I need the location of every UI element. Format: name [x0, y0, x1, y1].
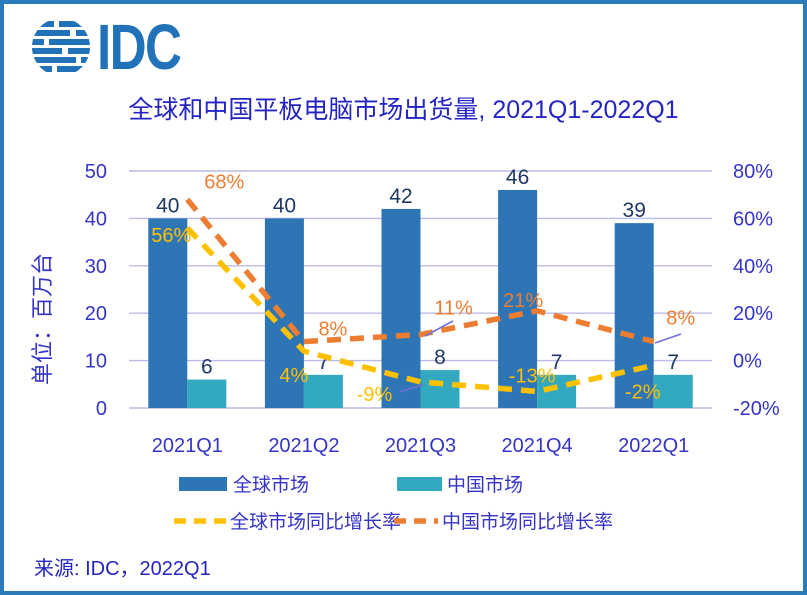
source-note: 来源: IDC，2022Q1: [34, 558, 211, 580]
bar-value-label: 40: [273, 194, 296, 217]
x-axis-label: 2021Q2: [268, 435, 339, 457]
legend-label-global-growth: 全球市场同比增长率: [230, 511, 401, 533]
x-axis-label: 2021Q1: [152, 435, 223, 457]
growth-value-label: 21%: [503, 290, 543, 312]
bar-value-label: 6: [201, 356, 213, 379]
left-axis-tick: 20: [85, 303, 107, 325]
global-market-bar: [148, 218, 188, 408]
bar-value-label: 7: [667, 351, 679, 374]
china-market-bar: [420, 370, 460, 408]
growth-value-label: -13%: [509, 365, 556, 387]
left-axis-tick: 50: [85, 161, 107, 183]
x-axis-label: 2022Q1: [618, 435, 689, 457]
china-market-bar: [187, 379, 227, 408]
legend-swatch-global: [179, 477, 227, 491]
label-leader-line: [424, 320, 454, 337]
left-axis-title: 单位：百万台: [30, 253, 55, 385]
bar-value-label: 39: [623, 199, 646, 222]
global-market-bar: [498, 189, 538, 408]
china-market-bar: [653, 374, 693, 408]
growth-value-label: -2%: [625, 381, 661, 403]
bar-value-label: 7: [551, 351, 563, 374]
idc-logo-text: IDC: [97, 11, 182, 83]
right-axis-tick: 0%: [733, 351, 762, 373]
left-axis-tick: 0: [96, 398, 107, 420]
bar-value-label: 7: [318, 351, 330, 374]
right-axis-tick: 60%: [733, 208, 773, 230]
x-axis-label: 2021Q3: [385, 435, 456, 457]
bar-value-label: 42: [389, 185, 412, 208]
growth-value-label: 4%: [279, 365, 308, 387]
global-growth-line: [185, 225, 655, 395]
china-market-bar: [303, 374, 343, 408]
global-market-bar: [614, 223, 654, 408]
shipment-growth-chart: 0 10 20 30 40 50 -20% 0% 20% 40% 60% 80% 单位：百万台 40 40 4…: [30, 161, 780, 533]
right-axis-tick: 40%: [733, 256, 773, 278]
right-axis-tick: 20%: [733, 303, 773, 325]
china-growth-line: [185, 197, 655, 345]
x-axis-label: 2021Q4: [502, 435, 573, 457]
legend-label-china: 中国市场: [447, 474, 523, 496]
legend-swatch-china: [397, 477, 442, 491]
page-title: 全球和中国平板电脑市场出货量, 2021Q1-2022Q1: [128, 96, 679, 124]
growth-value-label: 68%: [204, 171, 244, 193]
idc-logo: IDC: [32, 11, 201, 83]
right-axis-tick: 80%: [733, 161, 773, 183]
growth-value-label: 56%: [151, 225, 191, 247]
left-axis-tick: 40: [85, 208, 107, 230]
label-leader-line: [398, 384, 424, 393]
right-axis-tick: -20%: [733, 398, 780, 420]
growth-value-label: 8%: [666, 308, 695, 330]
china-market-bar: [537, 374, 577, 408]
left-axis-tick: 10: [85, 351, 107, 373]
growth-value-label: 11%: [434, 298, 473, 320]
legend-label-global: 全球市场: [233, 474, 309, 496]
left-axis-tick: 30: [85, 256, 107, 278]
idc-globe-icon: [32, 21, 90, 72]
bar-value-label: 46: [506, 166, 529, 189]
growth-value-label: 8%: [318, 319, 347, 341]
bar-value-label: 40: [156, 194, 179, 217]
bar-value-label: 8: [434, 346, 446, 369]
legend-label-china-growth: 中国市场同比增长率: [442, 511, 613, 533]
label-leader-line: [654, 333, 682, 344]
growth-value-label: -9%: [357, 384, 393, 406]
